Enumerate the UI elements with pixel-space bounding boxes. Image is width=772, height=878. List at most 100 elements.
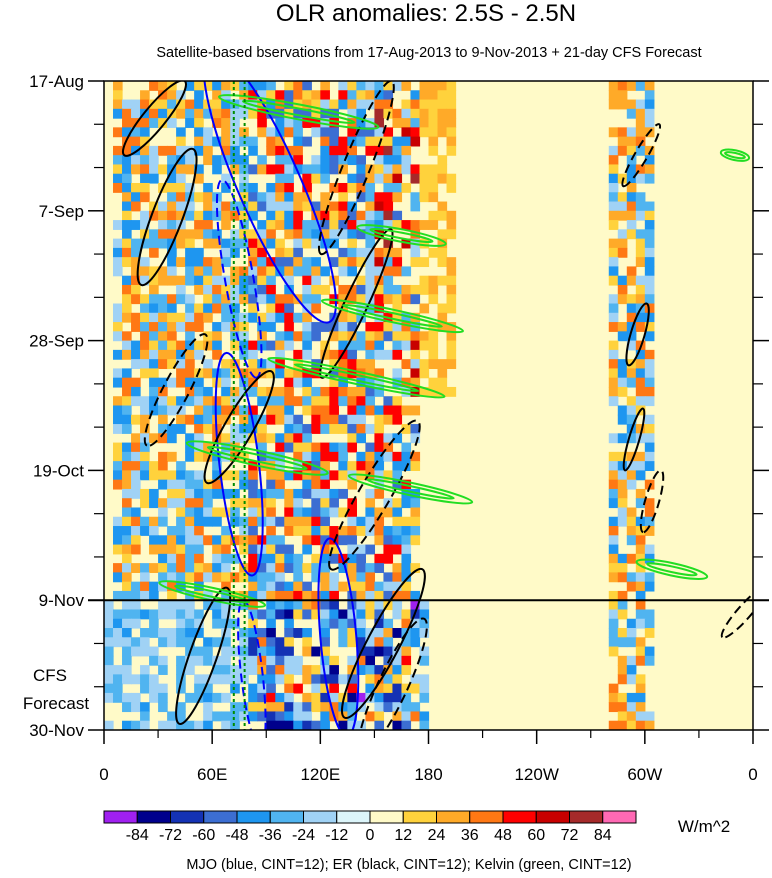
anomaly-cell	[392, 590, 403, 601]
anomaly-cell	[203, 488, 213, 499]
anomaly-cell	[608, 618, 619, 629]
anomaly-cell	[365, 424, 376, 434]
anomaly-cell	[644, 247, 655, 258]
anomaly-cell	[356, 81, 367, 91]
anomaly-cell	[194, 284, 204, 295]
anomaly-cell	[122, 368, 132, 379]
anomaly-cell	[266, 396, 276, 407]
anomaly-cell	[410, 498, 421, 509]
anomaly-cell	[356, 229, 367, 240]
anomaly-cell	[329, 368, 339, 379]
anomaly-cell	[329, 442, 339, 453]
anomaly-cell	[419, 692, 430, 703]
anomaly-cell	[221, 720, 231, 730]
anomaly-cell	[293, 553, 303, 564]
anomaly-cell	[347, 359, 357, 370]
anomaly-cell	[275, 368, 285, 379]
anomaly-cell	[185, 303, 195, 314]
anomaly-cell	[221, 173, 231, 184]
anomaly-cell	[122, 526, 132, 536]
anomaly-cell	[302, 424, 312, 434]
anomaly-cell	[221, 322, 231, 332]
anomaly-cell	[644, 424, 655, 434]
anomaly-cell	[329, 544, 339, 555]
anomaly-cell	[356, 192, 367, 203]
anomaly-cell	[311, 164, 321, 175]
anomaly-cell	[644, 210, 655, 221]
anomaly-cell	[248, 386, 258, 397]
anomaly-cell	[428, 173, 439, 184]
anomaly-cell	[167, 90, 177, 101]
anomaly-cell	[374, 257, 385, 268]
anomaly-cell	[608, 322, 619, 332]
anomaly-cell	[644, 173, 655, 184]
anomaly-cell	[131, 266, 141, 277]
anomaly-cell	[176, 238, 186, 249]
anomaly-cell	[158, 665, 168, 675]
anomaly-cell	[266, 488, 276, 499]
anomaly-cell	[275, 572, 285, 583]
anomaly-cell	[356, 303, 367, 314]
anomaly-cell	[230, 553, 240, 564]
anomaly-cell	[248, 312, 258, 323]
anomaly-cell	[383, 173, 394, 184]
anomaly-cell	[302, 81, 312, 91]
anomaly-cell	[392, 368, 403, 379]
anomaly-cell	[374, 461, 385, 471]
anomaly-cell	[635, 312, 646, 323]
anomaly-cell	[428, 359, 439, 370]
anomaly-cell	[401, 81, 412, 91]
anomaly-cell	[644, 386, 655, 397]
anomaly-cell	[374, 535, 385, 546]
anomaly-cell	[401, 136, 412, 147]
anomaly-cell	[374, 368, 385, 379]
kelvin-contour	[356, 224, 447, 247]
anomaly-cell	[149, 155, 159, 166]
anomaly-cell	[275, 600, 285, 611]
anomaly-cell	[176, 377, 186, 388]
anomaly-cell	[131, 646, 141, 657]
anomaly-cell	[230, 488, 240, 499]
anomaly-cell	[104, 692, 114, 703]
anomaly-cell	[140, 424, 150, 434]
anomaly-cell	[122, 646, 132, 657]
anomaly-cell	[167, 470, 177, 481]
anomaly-cell	[176, 424, 186, 434]
anomaly-cell	[176, 702, 186, 713]
anomaly-cell	[212, 90, 222, 101]
anomaly-cell	[410, 359, 421, 370]
anomaly-cell	[266, 563, 276, 573]
anomaly-cell	[356, 618, 367, 629]
anomaly-cell	[338, 451, 348, 462]
anomaly-cell	[149, 312, 159, 323]
anomaly-cell	[617, 665, 628, 675]
anomaly-cell	[293, 442, 303, 453]
colorbar-tick-label: -36	[259, 827, 282, 844]
anomaly-cell	[311, 294, 321, 305]
anomaly-cell	[608, 127, 619, 138]
anomaly-cell	[248, 192, 258, 203]
anomaly-cell	[608, 563, 619, 573]
anomaly-cell	[185, 526, 195, 536]
anomaly-cell	[104, 646, 114, 657]
anomaly-cell	[293, 229, 303, 240]
anomaly-cell	[284, 424, 294, 434]
anomaly-cell	[374, 312, 385, 323]
anomaly-cell	[383, 628, 394, 638]
anomaly-cell	[194, 488, 204, 499]
colorbar-swatch	[369, 810, 404, 824]
anomaly-cell	[185, 359, 195, 370]
anomaly-cell	[257, 284, 267, 295]
anomaly-cell	[365, 99, 376, 110]
anomaly-cell	[122, 516, 132, 527]
anomaly-cell	[149, 368, 159, 379]
anomaly-cell	[275, 266, 285, 277]
anomaly-cell	[230, 572, 240, 583]
anomaly-cell	[347, 284, 357, 295]
anomaly-cell	[347, 173, 357, 184]
anomaly-cell	[356, 164, 367, 175]
anomaly-cell	[410, 535, 421, 546]
anomaly-cell	[239, 405, 249, 416]
anomaly-cell	[329, 526, 339, 536]
anomaly-cell	[635, 294, 646, 305]
